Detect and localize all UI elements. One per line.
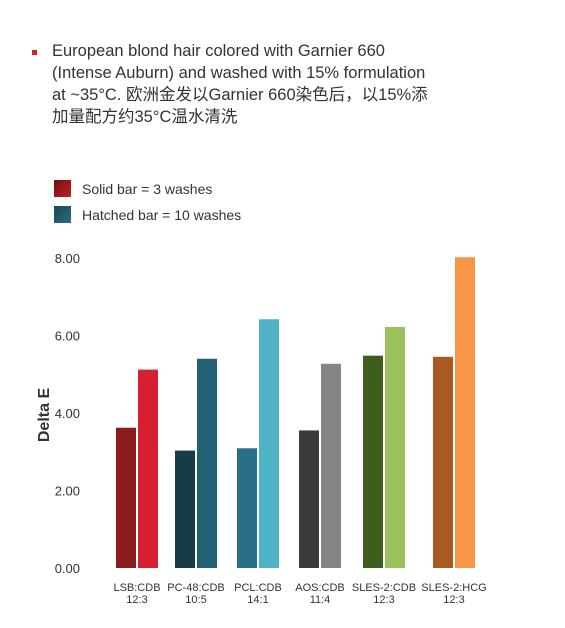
x-tick-label: 10:5 [185, 594, 206, 606]
x-tick-label: LSB:CDB [113, 582, 160, 594]
bar-10-washes [321, 363, 341, 568]
y-tick-label: 4.00 [55, 406, 80, 421]
bar-3-washes [363, 355, 383, 568]
x-tick-label: PCL:CDB [234, 582, 282, 594]
title-line-4: 加量配方约35°C温水清洗 [52, 108, 238, 126]
bar-10-washes [138, 369, 158, 568]
bar-10-washes [259, 319, 279, 568]
bar-3-washes [175, 450, 195, 568]
legend-label-hatched: Hatched bar = 10 washes [82, 207, 242, 223]
y-tick-label: 2.00 [55, 484, 80, 499]
bar-3-washes [299, 430, 319, 568]
chart-title: European blond hair colored with Garnier… [52, 40, 532, 128]
y-tick-label: 0.00 [55, 561, 80, 576]
legend-swatch-hatched [54, 206, 71, 223]
bar-10-washes [455, 257, 475, 568]
bar-10-washes [197, 358, 217, 568]
title-line-3: at ~35°C. 欧洲金发以Garnier 660染色后，以15%添 [52, 86, 428, 104]
title-line-2: (Intense Auburn) and washed with 15% for… [52, 64, 426, 82]
y-axis: 0.00 2.00 4.00 6.00 8.00 [55, 251, 80, 576]
x-tick-label: PC-48:CDB [167, 582, 224, 594]
x-tick-label: SLES-2:CDB [352, 582, 416, 594]
x-tick-label: 11:4 [310, 594, 331, 606]
x-tick-label: AOS:CDB [295, 582, 345, 594]
legend-swatch-solid [54, 180, 71, 197]
bars [116, 257, 475, 568]
bar-10-washes [385, 326, 405, 568]
x-tick-label: 12:3 [443, 594, 464, 606]
bar-3-washes [433, 356, 453, 568]
y-tick-label: 6.00 [55, 329, 80, 344]
x-tick-label: 12:3 [373, 594, 394, 606]
y-tick-label: 8.00 [55, 251, 80, 266]
y-axis-label: Delta E [36, 388, 53, 443]
title-line-1: European blond hair colored with Garnier… [52, 42, 385, 60]
x-tick-label: 14:1 [247, 594, 268, 606]
bar-3-washes [237, 448, 257, 568]
bar-3-washes [116, 427, 136, 568]
x-axis: LSB:CDB12:3PC-48:CDB10:5PCL:CDB14:1AOS:C… [113, 582, 486, 606]
legend-label-solid: Solid bar = 3 washes [82, 181, 213, 197]
x-tick-label: SLES-2:HCG [421, 582, 486, 594]
x-tick-label: 12:3 [126, 594, 147, 606]
bullet-icon [32, 50, 37, 55]
